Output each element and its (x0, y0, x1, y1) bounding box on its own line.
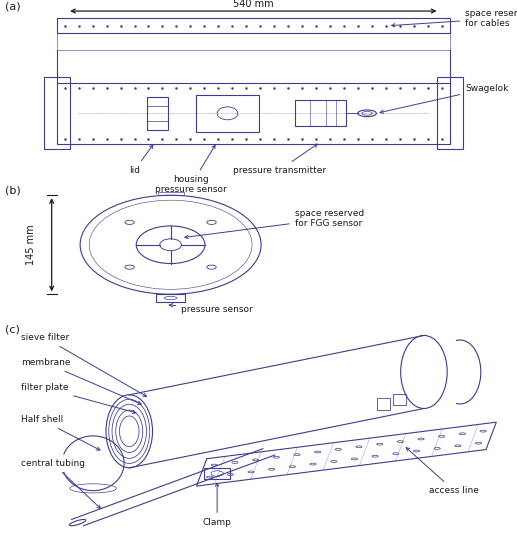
Bar (147, 97, 168, 130)
Text: Half shell: Half shell (21, 415, 100, 450)
Text: lid: lid (129, 145, 153, 175)
Bar (44, 78, 70, 149)
Bar (437, 78, 463, 149)
Bar (57, 18, 450, 33)
Text: housing
pressure sensor: housing pressure sensor (156, 145, 227, 195)
Bar (295, 101, 346, 126)
Text: (a): (a) (5, 2, 21, 12)
Bar (57, 83, 450, 144)
Text: 540 mm: 540 mm (233, 0, 273, 9)
Text: (c): (c) (5, 324, 20, 334)
Text: membrane: membrane (21, 359, 141, 404)
Bar (156, 294, 185, 302)
Bar (158, 192, 184, 195)
Text: pressure sensor: pressure sensor (169, 304, 253, 314)
Bar (204, 468, 230, 479)
Bar (377, 398, 390, 410)
Bar (393, 394, 406, 405)
Text: sieve filter: sieve filter (21, 333, 147, 397)
Text: space reserved
for cables: space reserved for cables (391, 9, 517, 28)
Text: Clamp: Clamp (203, 483, 232, 527)
Text: space reserved
for FGG sensor: space reserved for FGG sensor (185, 209, 364, 239)
Text: Swagelok: Swagelok (380, 84, 509, 113)
Text: 145 mm: 145 mm (26, 224, 36, 265)
Bar (57, 33, 450, 50)
Text: pressure transmitter: pressure transmitter (233, 144, 326, 175)
Bar (196, 95, 258, 132)
Text: (b): (b) (5, 186, 21, 196)
Text: filter plate: filter plate (21, 383, 136, 414)
Text: central tubing: central tubing (21, 459, 101, 509)
Text: access line: access line (406, 448, 479, 495)
